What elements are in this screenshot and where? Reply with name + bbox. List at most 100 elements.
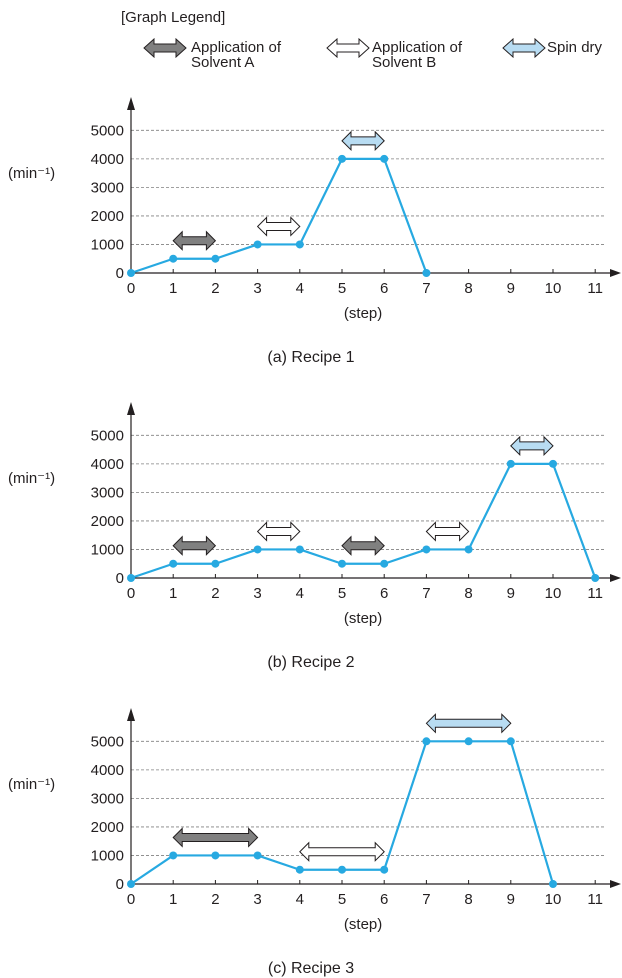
x-tick-label: 6 bbox=[380, 585, 388, 602]
x-tick-label: 7 bbox=[422, 585, 430, 602]
y-tick-label: 1000 bbox=[91, 236, 124, 253]
legend-label-spin-dry: Spin dry bbox=[547, 39, 603, 56]
x-tick-label: 9 bbox=[507, 891, 515, 908]
data-point bbox=[253, 851, 262, 860]
x-tick-label: 4 bbox=[296, 585, 304, 602]
y-axis-label: (min⁻¹) bbox=[8, 470, 55, 487]
y-tick-label: 3000 bbox=[91, 790, 124, 807]
x-axis-arrowhead bbox=[610, 574, 621, 582]
y-tick-label: 5000 bbox=[91, 122, 124, 139]
data-point bbox=[338, 865, 346, 874]
solvent-a-phase-arrow bbox=[172, 535, 217, 556]
data-point bbox=[380, 865, 389, 874]
y-axis-label: (min⁻¹) bbox=[8, 776, 55, 793]
spin-dry-phase-arrow bbox=[510, 435, 554, 457]
series-line bbox=[130, 462, 597, 580]
data-point bbox=[127, 880, 135, 888]
x-tick-label: 7 bbox=[422, 280, 430, 297]
x-tick-label: 10 bbox=[545, 585, 562, 602]
data-point bbox=[422, 269, 431, 277]
x-tick-label: 9 bbox=[507, 585, 515, 602]
solvent-a-phase-arrow bbox=[172, 230, 217, 251]
x-tick-label: 11 bbox=[587, 891, 603, 908]
x-tick-label: 2 bbox=[211, 280, 219, 297]
solvent-a-phase-arrow bbox=[341, 535, 385, 556]
series-line bbox=[130, 157, 428, 275]
solvent-b-phase-arrow bbox=[256, 521, 301, 542]
y-tick-label: 4000 bbox=[91, 456, 124, 473]
chart-caption: (c) Recipe 3 bbox=[268, 960, 354, 977]
spin-dry-phase-arrow bbox=[425, 713, 512, 734]
x-tick-label: 8 bbox=[464, 585, 472, 602]
x-tick-label: 0 bbox=[127, 585, 135, 602]
dark-gray-double-arrow-icon bbox=[143, 38, 187, 58]
x-tick-label: 4 bbox=[296, 891, 304, 908]
x-tick-label: 11 bbox=[587, 280, 603, 297]
data-point bbox=[591, 574, 600, 582]
x-tick-label: 10 bbox=[545, 891, 562, 908]
chart-2: 0 1000 2000 3000 4000 5000 0 1 2 3 4 5 6 7 8 9 10 11 (min⁻… bbox=[8, 402, 621, 671]
white-double-arrow-icon bbox=[326, 38, 370, 58]
data-point bbox=[422, 545, 431, 554]
legend-title: [Graph Legend] bbox=[121, 9, 226, 26]
data-point bbox=[338, 154, 346, 163]
series-line bbox=[130, 740, 555, 885]
x-axis-label: (step) bbox=[344, 305, 382, 322]
y-axis-arrowhead bbox=[127, 708, 135, 721]
legend-item-solvent-a: Application of Solvent A bbox=[143, 38, 303, 78]
x-tick-label: 1 bbox=[169, 891, 177, 908]
x-tick-label: 3 bbox=[253, 280, 261, 297]
data-point bbox=[127, 574, 135, 582]
x-tick-label: 4 bbox=[296, 280, 304, 297]
chart-caption: (a) Recipe 1 bbox=[267, 349, 354, 366]
data-point bbox=[338, 559, 346, 568]
y-tick-label: 5000 bbox=[91, 733, 124, 750]
y-axis-arrowhead bbox=[127, 97, 135, 110]
x-tick-label: 8 bbox=[464, 891, 472, 908]
x-tick-label: 8 bbox=[464, 280, 472, 297]
data-point bbox=[295, 240, 304, 249]
data-point bbox=[253, 240, 262, 249]
x-tick-label: 0 bbox=[127, 891, 135, 908]
x-tick-label: 0 bbox=[127, 280, 135, 297]
x-axis-arrowhead bbox=[610, 269, 621, 277]
y-tick-label: 2000 bbox=[91, 513, 124, 530]
x-tick-label: 10 bbox=[545, 280, 562, 297]
x-tick-label: 5 bbox=[338, 585, 346, 602]
y-tick-label: 4000 bbox=[91, 151, 124, 168]
legend-item-solvent-b: Application of Solvent B bbox=[326, 38, 486, 78]
data-point bbox=[211, 851, 220, 860]
x-tick-label: 9 bbox=[507, 280, 515, 297]
data-point bbox=[295, 865, 304, 874]
y-tick-label: 1000 bbox=[91, 541, 124, 558]
data-point bbox=[211, 559, 220, 568]
solvent-b-phase-arrow bbox=[425, 521, 470, 542]
data-point bbox=[211, 254, 220, 263]
x-axis-label: (step) bbox=[344, 916, 382, 933]
x-axis-label: (step) bbox=[344, 610, 382, 627]
y-tick-label: 5000 bbox=[91, 427, 124, 444]
y-tick-label: 0 bbox=[116, 570, 124, 587]
data-point bbox=[506, 459, 515, 468]
data-point bbox=[169, 851, 178, 860]
data-point bbox=[549, 880, 557, 888]
x-tick-label: 7 bbox=[422, 891, 430, 908]
x-tick-label: 2 bbox=[211, 891, 219, 908]
solvent-a-phase-arrow bbox=[172, 827, 259, 848]
spin-dry-phase-arrow bbox=[341, 130, 385, 152]
x-tick-label: 3 bbox=[253, 585, 261, 602]
chart-caption: (b) Recipe 2 bbox=[267, 654, 354, 671]
x-tick-label: 3 bbox=[253, 891, 261, 908]
legend-label-solvent-a-line2: Solvent A bbox=[191, 54, 255, 71]
chart-1: 0 1000 2000 3000 4000 5000 0 1 2 3 4 5 6 7 8 9 10 11 (min⁻… bbox=[8, 97, 621, 366]
y-tick-label: 0 bbox=[116, 876, 124, 893]
data-point bbox=[253, 545, 262, 554]
legend-item-spin-dry: Spin dry bbox=[502, 38, 622, 62]
y-tick-label: 3000 bbox=[91, 484, 124, 501]
data-point bbox=[169, 254, 178, 263]
data-point bbox=[464, 737, 473, 746]
x-tick-label: 6 bbox=[380, 891, 388, 908]
legend-label-solvent-a-line1: Application of bbox=[191, 39, 282, 56]
x-tick-label: 6 bbox=[380, 280, 388, 297]
